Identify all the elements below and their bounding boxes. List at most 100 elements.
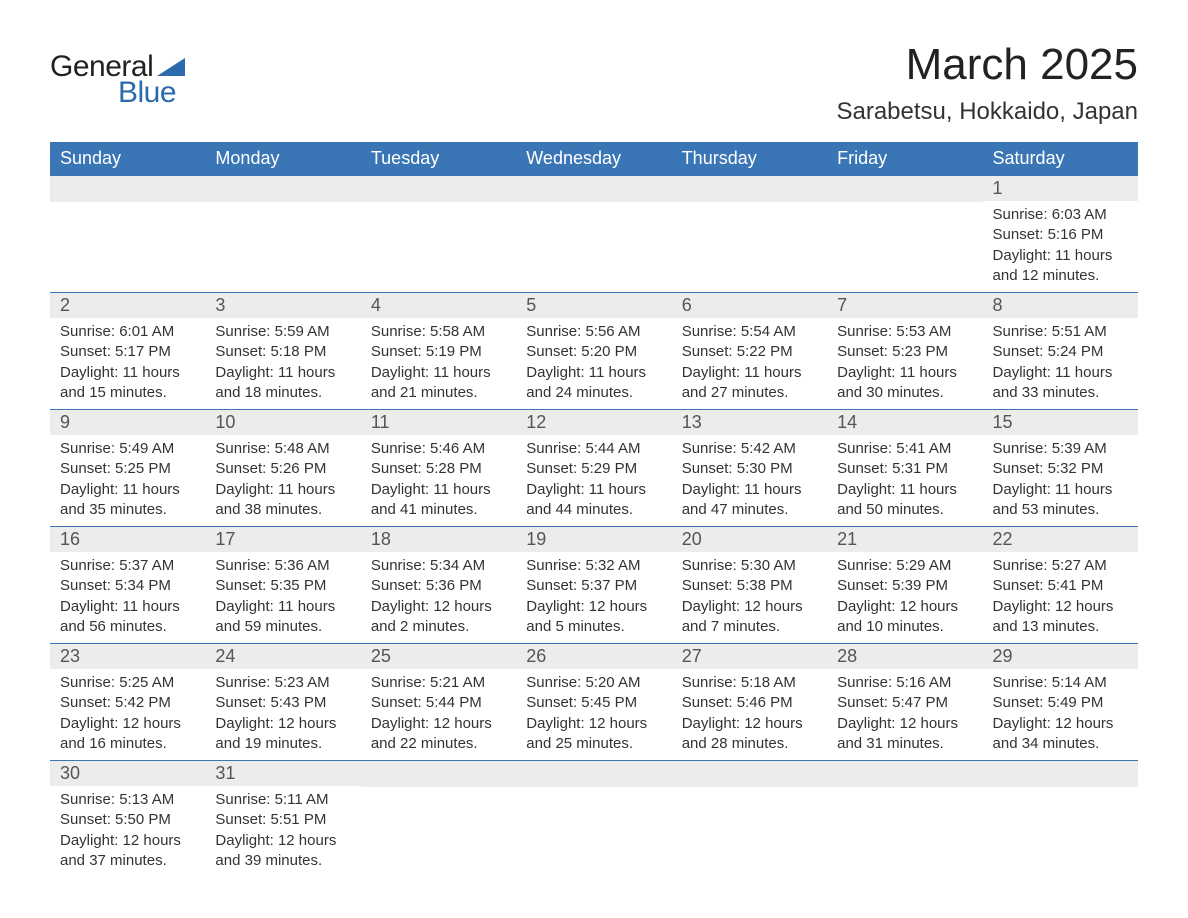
day-details: Sunrise: 5:30 AMSunset: 5:38 PMDaylight:…	[672, 552, 827, 643]
calendar-day-cell	[516, 761, 671, 878]
sunrise-text: Sunrise: 6:03 AM	[993, 205, 1128, 225]
sunset-text: Sunset: 5:49 PM	[993, 693, 1128, 713]
calendar-day-cell: 14Sunrise: 5:41 AMSunset: 5:31 PMDayligh…	[827, 410, 982, 527]
calendar-day-cell	[983, 761, 1138, 878]
sunset-text: Sunset: 5:42 PM	[60, 693, 195, 713]
calendar-day-cell: 3Sunrise: 5:59 AMSunset: 5:18 PMDaylight…	[205, 293, 360, 410]
sunset-text: Sunset: 5:37 PM	[526, 576, 661, 596]
day-details: Sunrise: 6:01 AMSunset: 5:17 PMDaylight:…	[50, 318, 205, 409]
daylight-text-1: Daylight: 12 hours	[993, 597, 1128, 617]
daylight-text-1: Daylight: 11 hours	[993, 363, 1128, 383]
day-number: 5	[516, 293, 671, 318]
daylight-text-2: and 37 minutes.	[60, 851, 195, 871]
daylight-text-2: and 15 minutes.	[60, 383, 195, 403]
sunset-text: Sunset: 5:25 PM	[60, 459, 195, 479]
calendar-day-cell	[50, 176, 205, 293]
day-number: 25	[361, 644, 516, 669]
empty-day-content	[361, 202, 516, 282]
daylight-text-1: Daylight: 11 hours	[526, 480, 661, 500]
sunrise-text: Sunrise: 5:51 AM	[993, 322, 1128, 342]
daylight-text-1: Daylight: 11 hours	[60, 597, 195, 617]
sunset-text: Sunset: 5:18 PM	[215, 342, 350, 362]
day-details: Sunrise: 5:39 AMSunset: 5:32 PMDaylight:…	[983, 435, 1138, 526]
sunrise-text: Sunrise: 5:11 AM	[215, 790, 350, 810]
calendar-day-cell: 17Sunrise: 5:36 AMSunset: 5:35 PMDayligh…	[205, 527, 360, 644]
day-details: Sunrise: 5:44 AMSunset: 5:29 PMDaylight:…	[516, 435, 671, 526]
empty-day-content	[361, 787, 516, 867]
calendar-body: 1Sunrise: 6:03 AMSunset: 5:16 PMDaylight…	[50, 176, 1138, 878]
calendar-header-row: Sunday Monday Tuesday Wednesday Thursday…	[50, 142, 1138, 176]
day-header: Monday	[205, 142, 360, 176]
page-title: March 2025	[836, 40, 1138, 90]
calendar-day-cell: 18Sunrise: 5:34 AMSunset: 5:36 PMDayligh…	[361, 527, 516, 644]
day-details: Sunrise: 5:54 AMSunset: 5:22 PMDaylight:…	[672, 318, 827, 409]
day-details: Sunrise: 5:14 AMSunset: 5:49 PMDaylight:…	[983, 669, 1138, 760]
daylight-text-1: Daylight: 12 hours	[682, 597, 817, 617]
calendar-week-row: 1Sunrise: 6:03 AMSunset: 5:16 PMDaylight…	[50, 176, 1138, 293]
daylight-text-1: Daylight: 12 hours	[215, 831, 350, 851]
calendar-day-cell	[672, 761, 827, 878]
day-number: 16	[50, 527, 205, 552]
sunrise-text: Sunrise: 5:59 AM	[215, 322, 350, 342]
sunset-text: Sunset: 5:16 PM	[993, 225, 1128, 245]
day-number: 27	[672, 644, 827, 669]
sunset-text: Sunset: 5:23 PM	[837, 342, 972, 362]
daylight-text-2: and 59 minutes.	[215, 617, 350, 637]
calendar-week-row: 16Sunrise: 5:37 AMSunset: 5:34 PMDayligh…	[50, 527, 1138, 644]
daylight-text-1: Daylight: 11 hours	[215, 480, 350, 500]
empty-day-number	[516, 176, 671, 202]
day-number: 30	[50, 761, 205, 786]
empty-day-number	[516, 761, 671, 787]
calendar-day-cell	[516, 176, 671, 293]
day-header: Wednesday	[516, 142, 671, 176]
day-details: Sunrise: 5:32 AMSunset: 5:37 PMDaylight:…	[516, 552, 671, 643]
daylight-text-2: and 13 minutes.	[993, 617, 1128, 637]
sunset-text: Sunset: 5:19 PM	[371, 342, 506, 362]
daylight-text-2: and 24 minutes.	[526, 383, 661, 403]
sunset-text: Sunset: 5:46 PM	[682, 693, 817, 713]
sunrise-text: Sunrise: 5:13 AM	[60, 790, 195, 810]
calendar-day-cell: 26Sunrise: 5:20 AMSunset: 5:45 PMDayligh…	[516, 644, 671, 761]
calendar-day-cell: 16Sunrise: 5:37 AMSunset: 5:34 PMDayligh…	[50, 527, 205, 644]
calendar-table: Sunday Monday Tuesday Wednesday Thursday…	[50, 142, 1138, 877]
day-number: 3	[205, 293, 360, 318]
daylight-text-1: Daylight: 12 hours	[371, 597, 506, 617]
daylight-text-1: Daylight: 11 hours	[215, 597, 350, 617]
sunset-text: Sunset: 5:32 PM	[993, 459, 1128, 479]
daylight-text-1: Daylight: 12 hours	[526, 714, 661, 734]
calendar-day-cell: 13Sunrise: 5:42 AMSunset: 5:30 PMDayligh…	[672, 410, 827, 527]
daylight-text-2: and 41 minutes.	[371, 500, 506, 520]
daylight-text-2: and 34 minutes.	[993, 734, 1128, 754]
sunset-text: Sunset: 5:47 PM	[837, 693, 972, 713]
day-number: 8	[983, 293, 1138, 318]
empty-day-number	[50, 176, 205, 202]
sunrise-text: Sunrise: 5:29 AM	[837, 556, 972, 576]
daylight-text-2: and 16 minutes.	[60, 734, 195, 754]
daylight-text-2: and 19 minutes.	[215, 734, 350, 754]
day-number: 7	[827, 293, 982, 318]
daylight-text-1: Daylight: 11 hours	[682, 480, 817, 500]
daylight-text-1: Daylight: 12 hours	[526, 597, 661, 617]
empty-day-content	[516, 202, 671, 282]
daylight-text-2: and 30 minutes.	[837, 383, 972, 403]
sunset-text: Sunset: 5:31 PM	[837, 459, 972, 479]
calendar-day-cell: 8Sunrise: 5:51 AMSunset: 5:24 PMDaylight…	[983, 293, 1138, 410]
calendar-day-cell: 25Sunrise: 5:21 AMSunset: 5:44 PMDayligh…	[361, 644, 516, 761]
daylight-text-2: and 25 minutes.	[526, 734, 661, 754]
daylight-text-1: Daylight: 11 hours	[682, 363, 817, 383]
sunrise-text: Sunrise: 6:01 AM	[60, 322, 195, 342]
sunrise-text: Sunrise: 5:32 AM	[526, 556, 661, 576]
day-number: 24	[205, 644, 360, 669]
day-details: Sunrise: 5:11 AMSunset: 5:51 PMDaylight:…	[205, 786, 360, 877]
day-number: 22	[983, 527, 1138, 552]
empty-day-number	[205, 176, 360, 202]
day-number: 29	[983, 644, 1138, 669]
calendar-day-cell: 6Sunrise: 5:54 AMSunset: 5:22 PMDaylight…	[672, 293, 827, 410]
daylight-text-2: and 38 minutes.	[215, 500, 350, 520]
calendar-day-cell: 28Sunrise: 5:16 AMSunset: 5:47 PMDayligh…	[827, 644, 982, 761]
sunset-text: Sunset: 5:17 PM	[60, 342, 195, 362]
day-number: 9	[50, 410, 205, 435]
calendar-day-cell: 2Sunrise: 6:01 AMSunset: 5:17 PMDaylight…	[50, 293, 205, 410]
day-details: Sunrise: 5:20 AMSunset: 5:45 PMDaylight:…	[516, 669, 671, 760]
daylight-text-2: and 56 minutes.	[60, 617, 195, 637]
